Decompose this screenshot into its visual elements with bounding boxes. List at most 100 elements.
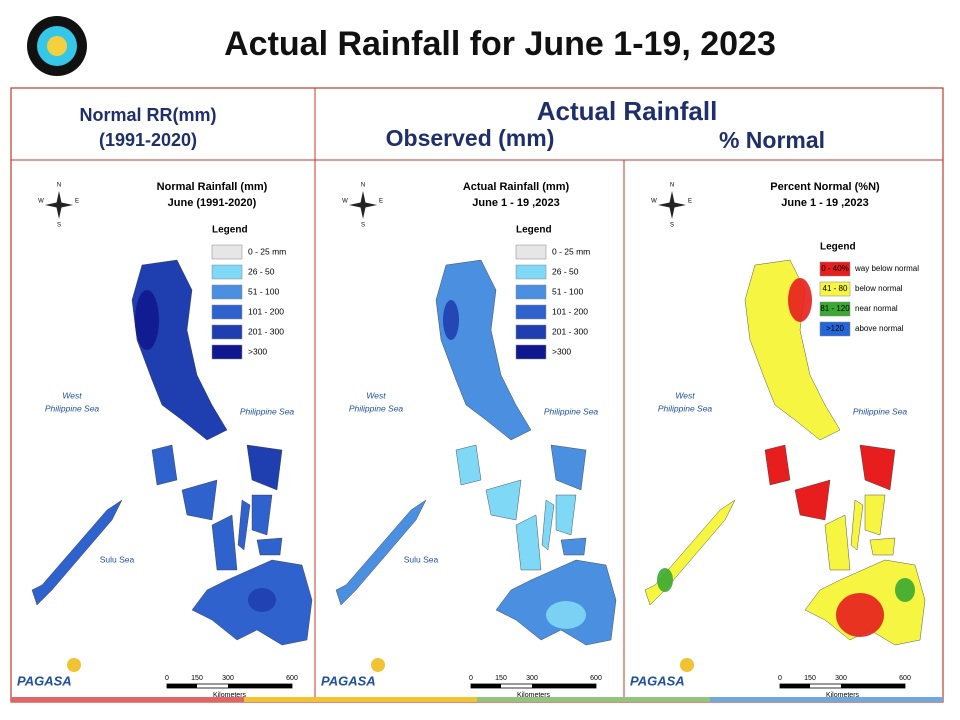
- legend-swatch: [515, 264, 547, 280]
- logo-mark: [680, 658, 694, 672]
- column-header: (1991-2020): [99, 130, 197, 150]
- legend-swatch: [515, 304, 547, 320]
- legend-description: above normal: [855, 324, 904, 333]
- slide-title: Actual Rainfall for June 1-19, 2023: [224, 25, 776, 63]
- compass-letter: S: [670, 223, 674, 229]
- legend-swatch: [211, 284, 243, 300]
- scale-unit: Kilometers: [826, 692, 860, 699]
- legend-swatch: [819, 261, 851, 277]
- scale-label: 600: [286, 675, 298, 682]
- region: [246, 444, 283, 491]
- legend-label: 26 - 50: [552, 266, 579, 276]
- map-panel: Normal Rainfall (mm) June (1991-2020) Lege…: [17, 181, 313, 699]
- scale-bar: [167, 684, 197, 688]
- scale-bar: [841, 684, 905, 688]
- legend-label: 101 - 200: [552, 306, 588, 316]
- footer-stripe: [11, 697, 943, 702]
- column-header: Observed (mm): [386, 125, 555, 151]
- compass-letter: W: [651, 199, 657, 205]
- scale-label: 600: [899, 675, 911, 682]
- region: [135, 290, 159, 350]
- legend-swatch: [819, 281, 851, 297]
- legend-label: 0 - 25 mm: [248, 246, 286, 256]
- legend-swatch: [515, 344, 547, 360]
- map-title: Actual Rainfall (mm): [463, 181, 570, 193]
- legend-label: 41 - 80: [823, 284, 848, 293]
- region: [555, 494, 577, 536]
- legend-label: 26 - 50: [248, 266, 275, 276]
- sea-label: Philippine Sea: [240, 406, 295, 416]
- compass-letter: W: [38, 199, 44, 205]
- sea-label: Philippine Sea: [853, 406, 908, 416]
- scale-bar: [471, 684, 501, 688]
- legend-description: below normal: [855, 284, 903, 293]
- sea-label: Philippine Sea: [544, 406, 599, 416]
- scale-label: 150: [191, 675, 203, 682]
- legend-title: Legend: [212, 225, 248, 236]
- scale-label: 600: [590, 675, 602, 682]
- region: [794, 479, 831, 521]
- legend-label: 51 - 100: [248, 286, 279, 296]
- sea-label: West: [62, 390, 82, 400]
- legend-swatch: [211, 344, 243, 360]
- agency-logo: [27, 16, 87, 76]
- legend-label: 201 - 300: [552, 326, 588, 336]
- legend-title: Legend: [516, 225, 552, 236]
- region: [550, 444, 587, 491]
- sea-label: Philippine Sea: [349, 403, 404, 413]
- compass-letter: S: [361, 223, 365, 229]
- region: [495, 559, 617, 646]
- compass-letter: N: [57, 183, 61, 189]
- map-panel: Actual Rainfall (mm) June 1 - 19 ,2023 Leg…: [321, 181, 617, 699]
- region: [541, 499, 555, 551]
- scale-label: 300: [526, 675, 538, 682]
- sea-label: West: [366, 390, 386, 400]
- legend-description: way below normal: [854, 264, 919, 273]
- region: [485, 479, 522, 521]
- region: [836, 593, 884, 637]
- legend-swatch: [515, 324, 547, 340]
- region: [788, 278, 812, 322]
- scale-bar: [780, 684, 810, 688]
- compass-letter: W: [342, 199, 348, 205]
- region: [869, 537, 896, 556]
- scale-bar: [532, 684, 596, 688]
- column-header: % Normal: [719, 127, 825, 153]
- map-title: June 1 - 19 ,2023: [781, 197, 868, 209]
- sea-label: Sulu Sea: [100, 554, 135, 564]
- region: [560, 537, 587, 556]
- legend-description: near normal: [855, 304, 898, 313]
- legend-label: >300: [552, 346, 571, 356]
- region: [31, 499, 123, 606]
- legend-swatch: [515, 244, 547, 260]
- logo-text: PAGASA: [17, 673, 72, 688]
- region: [181, 479, 218, 521]
- compass-rose: [45, 202, 73, 208]
- compass-letter: E: [379, 199, 383, 205]
- compass-letter: N: [670, 183, 674, 189]
- legend-swatch: [819, 301, 851, 317]
- scale-label: 300: [222, 675, 234, 682]
- legend-label: 0 - 40%: [821, 264, 849, 273]
- region: [237, 499, 251, 551]
- scale-label: 150: [804, 675, 816, 682]
- region: [850, 499, 864, 551]
- legend-label: 51 - 100: [552, 286, 583, 296]
- sea-label: Philippine Sea: [45, 403, 100, 413]
- logo-text: PAGASA: [321, 673, 376, 688]
- scale-unit: Kilometers: [517, 692, 551, 699]
- scale-label: 0: [778, 675, 782, 682]
- legend-label: >120: [826, 324, 845, 333]
- logo-mark: [371, 658, 385, 672]
- region: [435, 259, 532, 441]
- sea-label: Philippine Sea: [658, 403, 713, 413]
- legend-label: 0 - 25 mm: [552, 246, 590, 256]
- legend-title: Legend: [820, 242, 856, 253]
- legend-swatch: [819, 321, 851, 337]
- legend-label: >300: [248, 346, 267, 356]
- map-panel: Percent Normal (%N) June 1 - 19 ,2023 Lege…: [630, 181, 926, 699]
- compass-letter: E: [75, 199, 79, 205]
- legend-label: 201 - 300: [248, 326, 284, 336]
- map-title: Normal Rainfall (mm): [157, 181, 268, 193]
